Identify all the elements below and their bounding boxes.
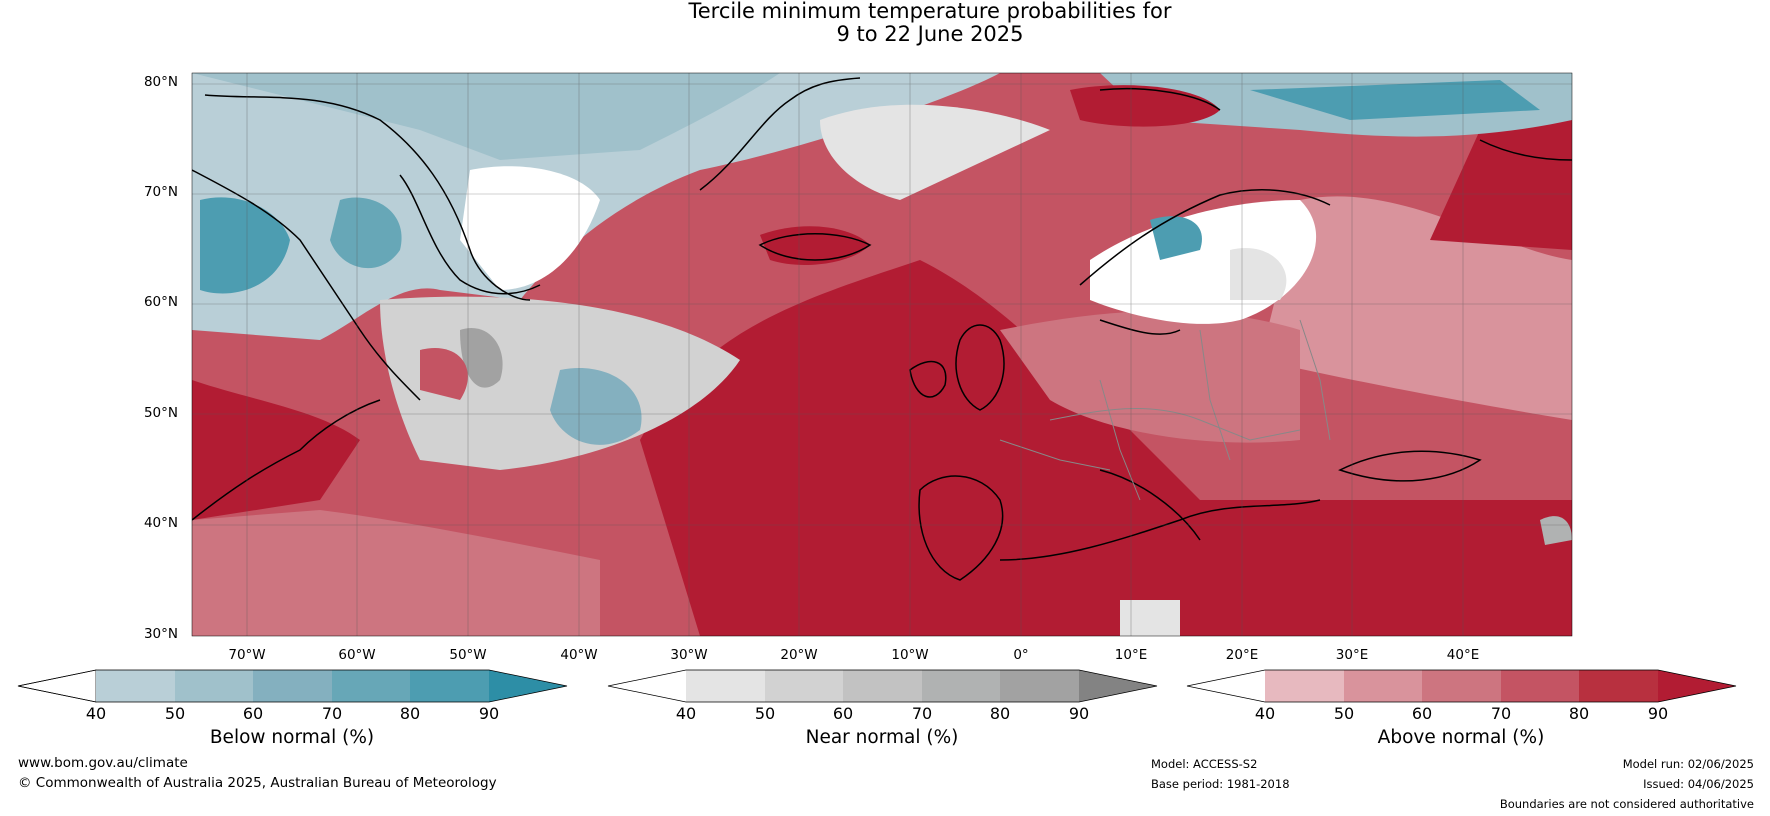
colorbar-below-tick: 90 bbox=[478, 704, 500, 723]
colorbar-above-tick: 50 bbox=[1333, 704, 1355, 723]
colorbar-above-tick: 40 bbox=[1254, 704, 1276, 723]
colorbar-below bbox=[17, 669, 568, 703]
colorbar-above-tick: 70 bbox=[1490, 704, 1512, 723]
country-borders bbox=[999, 319, 1331, 501]
lon-label-20e: 20°E bbox=[1225, 647, 1259, 663]
lat-label-40n: 40°N bbox=[143, 515, 178, 531]
base-period-text: Base period: 1981-2018 bbox=[1151, 777, 1290, 791]
title-line-2: 9 to 22 June 2025 bbox=[836, 22, 1024, 46]
colorbar-near-tick: 60 bbox=[832, 704, 854, 723]
colorbar-below-tick: 70 bbox=[321, 704, 343, 723]
lat-label-70n: 70°N bbox=[143, 184, 178, 200]
colorbar-below-tick: 50 bbox=[164, 704, 186, 723]
colorbar-near-tick: 80 bbox=[989, 704, 1011, 723]
lat-label-30n: 30°N bbox=[143, 626, 178, 642]
colorbar-above-tick: 60 bbox=[1411, 704, 1433, 723]
colorbar-below-tick: 40 bbox=[85, 704, 107, 723]
colorbar-near-tick: 70 bbox=[911, 704, 933, 723]
colorbar-near-tick: 90 bbox=[1068, 704, 1090, 723]
lon-label-50w: 50°W bbox=[449, 647, 487, 663]
graticule bbox=[192, 73, 1572, 636]
colorbar-near bbox=[607, 669, 1158, 703]
lon-label-30w: 30°W bbox=[670, 647, 708, 663]
colorbar-near-tick: 50 bbox=[754, 704, 776, 723]
website-text: www.bom.gov.au/climate bbox=[18, 755, 188, 771]
lon-label-70w: 70°W bbox=[228, 647, 266, 663]
coastlines bbox=[192, 77, 1572, 581]
colorbar-near-title: Near normal (%) bbox=[805, 727, 959, 748]
colorbar-above-tick: 90 bbox=[1647, 704, 1669, 723]
colorbar-below-tick: 60 bbox=[242, 704, 264, 723]
map-title: Tercile minimum temperature probabilitie… bbox=[485, 0, 1375, 46]
lat-label-60n: 60°N bbox=[143, 294, 178, 310]
lon-label-40e: 40°E bbox=[1446, 647, 1480, 663]
lon-label-30e: 30°E bbox=[1335, 647, 1369, 663]
colorbar-below-tick: 80 bbox=[399, 704, 421, 723]
copyright-text: © Commonwealth of Australia 2025, Austra… bbox=[18, 775, 497, 791]
map-field bbox=[192, 73, 1572, 636]
title-line-1: Tercile minimum temperature probabilitie… bbox=[688, 0, 1172, 23]
lon-label-10w: 10°W bbox=[891, 647, 929, 663]
lat-label-50n: 50°N bbox=[143, 405, 178, 421]
lon-label-40w: 40°W bbox=[560, 647, 598, 663]
colorbar-above-tick: 80 bbox=[1568, 704, 1590, 723]
lon-label-20w: 20°W bbox=[780, 647, 818, 663]
colorbar-near-tick: 40 bbox=[675, 704, 697, 723]
lon-label-10e: 10°E bbox=[1114, 647, 1148, 663]
colorbar-below-title: Below normal (%) bbox=[209, 727, 375, 748]
model-text: Model: ACCESS-S2 bbox=[1151, 757, 1258, 771]
colorbar-above-title: Above normal (%) bbox=[1377, 727, 1545, 748]
disclaimer-text: Boundaries are not considered authoritat… bbox=[1499, 797, 1754, 811]
model-run-text: Model run: 02/06/2025 bbox=[1622, 757, 1754, 771]
lat-label-80n: 80°N bbox=[143, 74, 178, 90]
issued-text: Issued: 04/06/2025 bbox=[1643, 777, 1754, 791]
colorbar-above bbox=[1186, 669, 1737, 703]
lon-label-60w: 60°W bbox=[338, 647, 376, 663]
lon-label-0: 0° bbox=[1013, 647, 1029, 663]
